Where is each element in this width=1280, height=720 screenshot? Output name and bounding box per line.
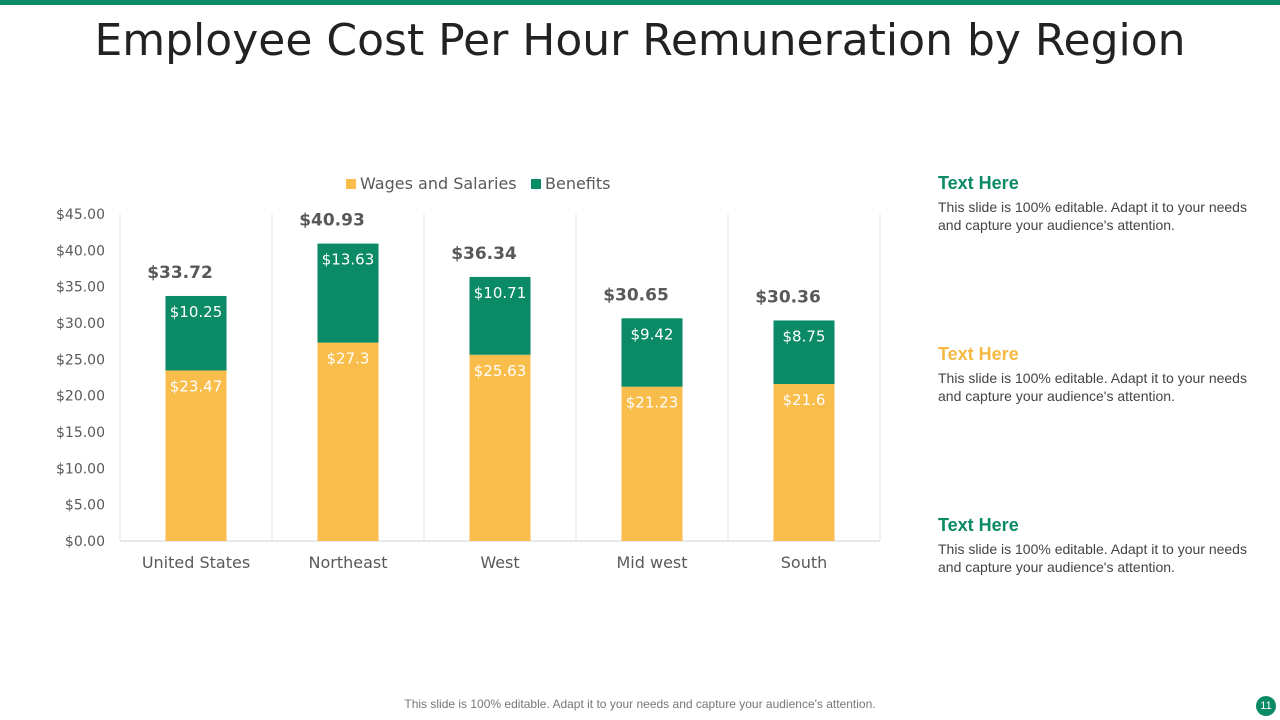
bar-wages: [469, 354, 531, 541]
legend-swatch: [346, 179, 356, 189]
slide-title: Employee Cost Per Hour Remuneration by R…: [94, 15, 1186, 66]
data-label: $25.63: [474, 362, 527, 380]
x-tick-label: South: [781, 553, 828, 572]
side-note-body: This slide is 100% editable. Adapt it to…: [938, 541, 1247, 575]
data-label: $27.3: [327, 350, 370, 368]
top-accent-bar: [0, 0, 1280, 5]
x-tick-label: Mid west: [616, 553, 687, 572]
total-label: $30.65: [603, 285, 669, 305]
total-label: $33.72: [147, 263, 213, 283]
legend-swatch: [531, 179, 541, 189]
bar-benefits: [621, 318, 683, 387]
x-tick-label: Northeast: [308, 553, 387, 572]
side-note-body: This slide is 100% editable. Adapt it to…: [938, 370, 1247, 404]
bar-wages: [165, 370, 227, 541]
stacked-bar-chart: $0.00 $5.00 $10.00 $15.00 $20.00 $25.00 $30.00…: [56, 174, 881, 572]
bar-benefits: [469, 276, 531, 355]
legend-label: Benefits: [545, 174, 611, 193]
data-label: $21.23: [626, 394, 679, 412]
side-note-1: Text Here This slide is 100% editable. A…: [938, 172, 1258, 234]
bar-wages: [621, 386, 683, 541]
page-number-badge: 11: [1256, 696, 1276, 716]
total-label: $36.34: [451, 244, 517, 264]
footer-note: This slide is 100% editable. Adapt it to…: [404, 697, 876, 711]
bar-wages: [773, 384, 835, 541]
y-tick-label: $0.00: [65, 534, 105, 550]
data-label: $10.71: [474, 284, 527, 302]
side-note-heading: Text Here: [938, 515, 1019, 535]
y-tick-label: $5.00: [65, 498, 105, 514]
data-label: $10.25: [170, 303, 223, 321]
side-note-heading: Text Here: [938, 173, 1019, 193]
side-note-heading: Text Here: [938, 344, 1019, 364]
data-label: $21.6: [783, 391, 826, 409]
side-note-body: This slide is 100% editable. Adapt it to…: [938, 199, 1247, 233]
total-label: $40.93: [299, 211, 365, 231]
legend-label: Wages and Salaries: [360, 174, 517, 193]
bar-benefits: [317, 243, 379, 343]
data-label: $13.63: [322, 251, 375, 269]
side-note-3: Text Here This slide is 100% editable. A…: [938, 514, 1258, 576]
y-tick-label: $45.00: [56, 207, 105, 223]
y-tick-label: $30.00: [56, 316, 105, 332]
y-tick-label: $15.00: [56, 425, 105, 441]
bar-benefits: [165, 295, 227, 371]
total-label: $30.36: [755, 287, 821, 307]
data-label: $9.42: [631, 325, 674, 343]
y-tick-label: $40.00: [56, 243, 105, 259]
data-label: $8.75: [783, 327, 826, 345]
y-tick-label: $10.00: [56, 461, 105, 477]
side-note-2: Text Here This slide is 100% editable. A…: [938, 343, 1258, 405]
bar-benefits: [773, 320, 835, 385]
bar-wages: [317, 342, 379, 541]
y-tick-label: $20.00: [56, 389, 105, 405]
x-tick-label: United States: [142, 553, 250, 572]
y-tick-label: $25.00: [56, 352, 105, 368]
y-tick-label: $35.00: [56, 280, 105, 296]
x-tick-label: West: [480, 553, 519, 572]
data-label: $23.47: [170, 377, 223, 395]
